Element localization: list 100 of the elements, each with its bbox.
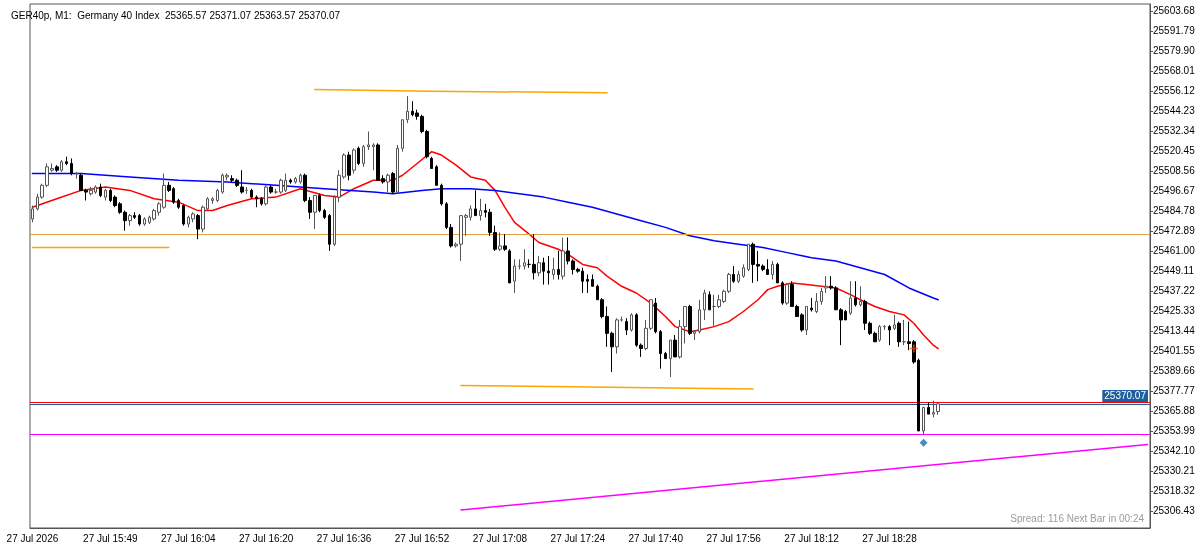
candlestick bbox=[820, 287, 823, 306]
candlestick bbox=[474, 189, 477, 217]
candlestick bbox=[615, 317, 619, 355]
candlestick bbox=[362, 144, 365, 168]
y-tick-label: 25544.23 bbox=[1153, 105, 1196, 117]
candlestick bbox=[659, 329, 662, 370]
y-tick-label: 25353.99 bbox=[1153, 425, 1196, 437]
candlestick bbox=[191, 211, 195, 223]
candlestick bbox=[532, 233, 536, 281]
annotation: Spread: 116 Next Bar in 00:24 bbox=[1010, 512, 1145, 524]
candlestick bbox=[352, 147, 356, 175]
candlestick bbox=[698, 299, 701, 334]
candlestick bbox=[391, 171, 395, 195]
y-tick-label: 25472.89 bbox=[1153, 225, 1196, 237]
candlestick bbox=[177, 198, 180, 210]
candlestick bbox=[664, 351, 667, 360]
candlestick bbox=[936, 401, 940, 416]
y-tick-label: 25377.77 bbox=[1153, 385, 1196, 397]
y-tick-label: 25520.45 bbox=[1153, 145, 1196, 157]
candlestick bbox=[372, 142, 375, 171]
x-tick-label: 27 Jul 18:12 bbox=[784, 532, 840, 544]
candlestick bbox=[60, 159, 63, 173]
candlestick bbox=[547, 255, 550, 286]
candlestick bbox=[347, 151, 351, 181]
candlestick bbox=[479, 198, 482, 222]
candlestick bbox=[785, 282, 789, 306]
candlestick bbox=[849, 280, 852, 316]
x-tick-label: 27 Jul 17:24 bbox=[550, 532, 606, 544]
candlestick bbox=[552, 257, 555, 281]
candlestick bbox=[693, 329, 696, 341]
y-tick-label: 25413.44 bbox=[1153, 325, 1196, 337]
x-tick-label: 27 Jul 16:36 bbox=[316, 532, 372, 544]
y-tick-label: 25401.55 bbox=[1153, 345, 1196, 357]
y-tick-label: 25591.79 bbox=[1153, 25, 1196, 37]
candlestick bbox=[625, 317, 628, 336]
y-tick-label: 25568.01 bbox=[1153, 65, 1196, 77]
candlestick bbox=[922, 406, 925, 435]
candlestick bbox=[561, 236, 565, 281]
ref-line-label: 25370.07 bbox=[1104, 390, 1147, 402]
x-tick-label: 27 Jul 17:56 bbox=[706, 532, 762, 544]
y-tick-label: 25532.34 bbox=[1153, 125, 1196, 137]
candlestick bbox=[776, 262, 779, 284]
candlestick bbox=[323, 208, 326, 220]
candlestick bbox=[742, 263, 745, 279]
candlestick bbox=[128, 213, 132, 227]
candlestick bbox=[279, 178, 283, 195]
candlestick bbox=[430, 156, 433, 170]
candlestick bbox=[104, 188, 107, 201]
y-tick-label: 25437.22 bbox=[1153, 285, 1196, 297]
candlestick bbox=[289, 178, 292, 185]
y-tick-label: 25330.21 bbox=[1153, 465, 1196, 477]
candlestick bbox=[878, 324, 881, 343]
candlestick bbox=[927, 401, 930, 415]
candlestick bbox=[688, 304, 692, 336]
y-tick-label: 25342.10 bbox=[1153, 445, 1196, 457]
candlestick bbox=[386, 173, 390, 193]
candlestick bbox=[299, 173, 302, 185]
candlestick bbox=[396, 144, 399, 195]
x-tick-label: 27 Jul 17:08 bbox=[472, 532, 528, 544]
candlestick bbox=[737, 270, 740, 284]
candlestick bbox=[143, 216, 146, 227]
candlestick bbox=[805, 305, 808, 336]
candlestick bbox=[586, 274, 589, 294]
candlestick bbox=[250, 188, 253, 200]
candlestick bbox=[815, 292, 818, 314]
candlestick bbox=[747, 243, 750, 272]
x-tick-label: 27 Jul 15:49 bbox=[83, 532, 139, 544]
candlestick bbox=[630, 312, 633, 333]
text: GER40p, M1: Germany 40 Index 25365.57 25371.07 25363.57 25370.07 bbox=[11, 9, 341, 21]
candlestick bbox=[260, 196, 263, 207]
y-tick-label: 25508.56 bbox=[1153, 165, 1196, 177]
candlestick bbox=[897, 321, 901, 348]
candlestick bbox=[294, 176, 297, 185]
candlestick bbox=[264, 184, 268, 207]
candlestick bbox=[55, 164, 59, 173]
candlestick bbox=[902, 319, 906, 346]
candlestick bbox=[435, 164, 438, 186]
y-tick-label: 25449.11 bbox=[1153, 265, 1195, 277]
candlestick bbox=[654, 297, 657, 334]
candlestick bbox=[440, 183, 443, 207]
x-tick-label: 27 Jul 17:40 bbox=[628, 532, 684, 544]
x-tick-label: 27 Jul 2026 bbox=[6, 532, 59, 544]
x-tick-label: 27 Jul 16:04 bbox=[161, 532, 216, 544]
candlestick bbox=[255, 194, 258, 208]
candlestick bbox=[99, 183, 102, 198]
candlestick bbox=[357, 146, 360, 166]
candlestick bbox=[196, 213, 200, 240]
y-tick-label: 25556.12 bbox=[1153, 85, 1196, 97]
candlestick bbox=[65, 156, 68, 166]
candlestick bbox=[824, 275, 828, 294]
candlestick bbox=[269, 184, 273, 195]
candlestick bbox=[216, 188, 219, 203]
candlestick bbox=[240, 169, 244, 195]
y-tick-label: 25318.32 bbox=[1153, 485, 1196, 497]
candlestick bbox=[859, 285, 862, 307]
candlestick bbox=[932, 400, 935, 418]
candlestick bbox=[367, 131, 370, 151]
candlestick bbox=[513, 258, 516, 294]
candlestick bbox=[669, 339, 672, 378]
candlestick bbox=[182, 203, 185, 227]
